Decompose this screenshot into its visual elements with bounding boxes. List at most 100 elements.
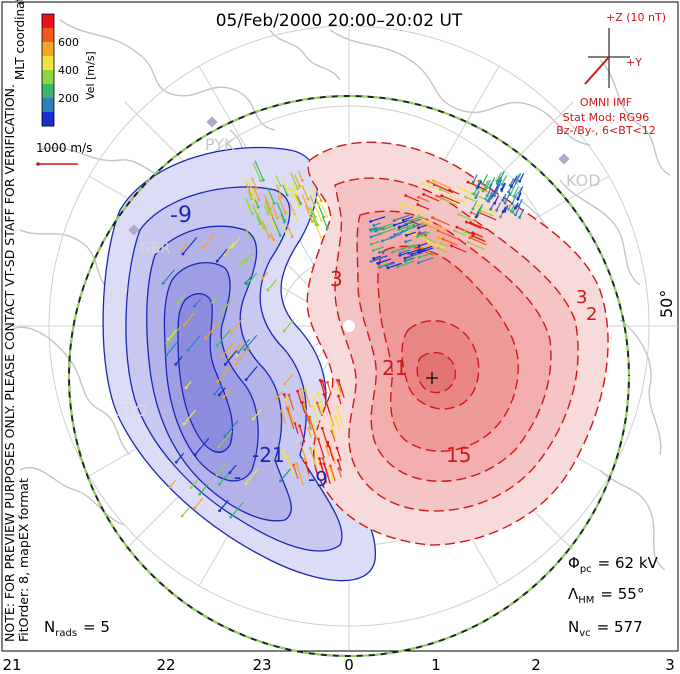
velocity-vector-origin <box>174 460 178 464</box>
velocity-vector <box>327 442 335 462</box>
velocity-vector-origin <box>335 405 339 409</box>
velocity-vector-origin <box>420 181 424 185</box>
velocity-vector-origin <box>517 204 521 208</box>
velocity-vector-origin <box>326 380 329 384</box>
velocity-vector-origin <box>496 182 499 185</box>
velocity-vector-origin <box>281 449 284 453</box>
velocity-vector <box>411 249 426 255</box>
velocity-vector-origin <box>477 210 481 213</box>
velocity-vector-origin <box>417 195 421 199</box>
velocity-vector <box>467 241 485 250</box>
velocity-vector <box>397 260 415 268</box>
velocity-vector-origin <box>306 197 310 201</box>
velocity-vector <box>216 463 227 476</box>
velocity-vector <box>427 180 446 190</box>
velocity-vector <box>183 312 196 326</box>
velocity-vector-origin <box>417 255 421 259</box>
velocity-vector <box>311 187 320 206</box>
velocity-vector-origin <box>378 232 381 236</box>
stat-symbol: N <box>44 618 55 636</box>
velocity-vector <box>282 450 287 461</box>
station-label-sto: STO <box>115 401 148 420</box>
velocity-vector <box>248 181 256 196</box>
velocity-vector-origin <box>514 181 518 184</box>
velocity-vector <box>245 468 259 484</box>
velocity-vector <box>321 205 328 217</box>
velocity-vector <box>418 245 433 252</box>
velocity-vector-origin <box>466 240 470 244</box>
contour-label: -9 <box>308 467 328 491</box>
velocity-vector-origin <box>455 225 459 229</box>
velocity-vector <box>398 223 416 231</box>
velocity-vector <box>263 205 269 215</box>
velocity-vector-origin <box>316 223 320 227</box>
velocity-vector-origin <box>211 301 215 304</box>
velocity-vector <box>422 222 437 230</box>
velocity-vector <box>338 380 345 398</box>
velocity-vector <box>405 218 422 225</box>
velocity-vector-origin <box>370 229 373 233</box>
velocity-vector <box>316 201 325 218</box>
velocity-vector-origin <box>369 260 373 263</box>
velocity-vector <box>519 173 525 182</box>
velocity-vector <box>304 390 312 408</box>
velocity-vector-origin <box>255 187 258 191</box>
velocity-vector <box>458 213 478 223</box>
velocity-vector-origin <box>223 435 227 439</box>
velocity-vector-origin <box>507 207 510 211</box>
velocity-vector <box>281 223 287 233</box>
velocity-vector <box>379 262 391 268</box>
stat-lambda-hm: ΛHM = 55° <box>568 585 644 606</box>
velocity-vector-origin <box>229 331 233 334</box>
velocity-vector-origin <box>476 185 480 189</box>
velocity-vector <box>370 216 386 223</box>
velocity-vector-origin <box>201 246 205 250</box>
velocity-vector <box>301 402 306 414</box>
velocity-vector <box>403 216 414 221</box>
velocity-vector-origin <box>220 354 224 358</box>
velocity-vector-origin <box>500 182 504 186</box>
velocity-vector <box>313 396 319 409</box>
velocity-vector <box>338 468 342 478</box>
velocity-vector <box>385 262 396 267</box>
velocity-vector <box>370 256 386 263</box>
velocity-vector <box>251 204 262 224</box>
velocity-vector-origin <box>180 249 184 252</box>
imf-vector <box>584 56 610 85</box>
velocity-vector <box>454 230 467 237</box>
velocity-vector <box>294 194 300 204</box>
velocity-vector-origin <box>320 426 324 430</box>
velocity-vector-origin <box>386 266 390 270</box>
velocity-vector-origin <box>474 196 478 200</box>
velocity-vector-origin <box>398 251 402 255</box>
velocity-vector <box>244 334 258 350</box>
velocity-vector <box>275 175 281 186</box>
velocity-vector <box>246 272 258 285</box>
velocity-vector <box>509 183 517 195</box>
velocity-vector-origin <box>215 259 219 263</box>
scale-vector-label: 1000 m/s <box>36 141 92 155</box>
velocity-vector <box>402 244 415 250</box>
velocity-vector-origin <box>268 207 272 210</box>
velocity-vector <box>230 501 244 518</box>
velocity-vector <box>190 478 199 488</box>
velocity-vector <box>264 201 270 212</box>
velocity-vector <box>377 259 389 264</box>
velocity-vector-origin <box>300 401 304 404</box>
velocity-vector-origin <box>192 304 196 308</box>
velocity-vector-origin <box>516 197 520 201</box>
velocity-vector-origin <box>457 213 461 216</box>
velocity-vector <box>253 187 260 200</box>
velocity-vector <box>319 380 327 398</box>
velocity-vector <box>496 202 502 211</box>
velocity-vector <box>373 246 385 252</box>
velocity-vector <box>394 219 409 226</box>
velocity-vector-origin <box>287 405 290 409</box>
velocity-vector-origin <box>284 397 288 401</box>
velocity-vector-origin <box>270 213 274 217</box>
velocity-vector <box>254 160 264 181</box>
negative-cell <box>102 146 519 582</box>
velocity-vector-origin <box>268 209 271 213</box>
velocity-vector-origin <box>215 473 219 477</box>
velocity-vector <box>479 209 494 217</box>
